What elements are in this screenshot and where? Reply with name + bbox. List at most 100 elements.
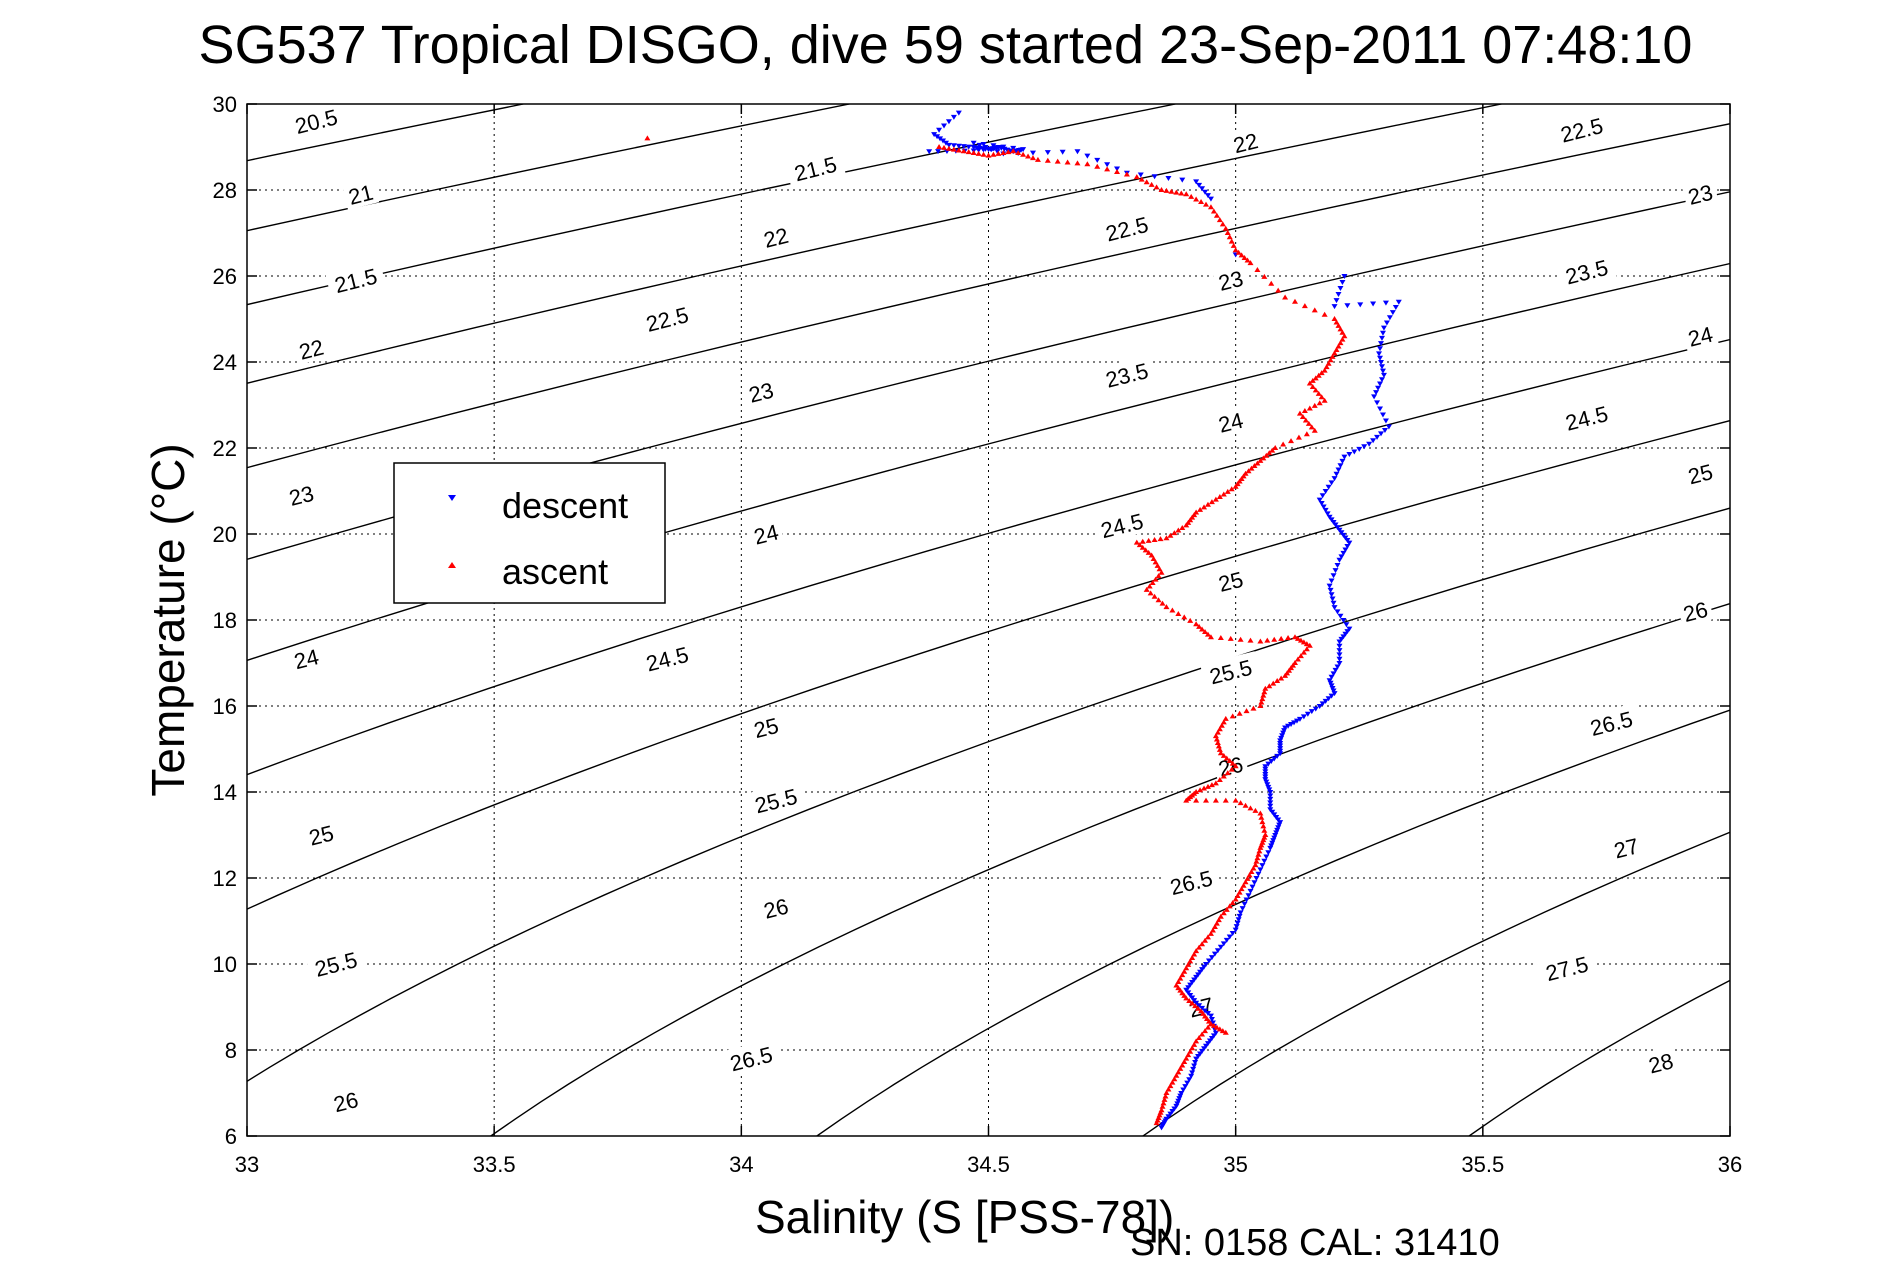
series-ascent-point [1148, 181, 1155, 187]
series-descent-point [1265, 850, 1272, 856]
contour-label-layer: 20.5 21 21.5 22 23 24 25 25.5 26 21.5 22 22.5 23 24 24… [282, 100, 1719, 1117]
series-descent-point [1236, 913, 1243, 919]
series-ascent-point [1207, 1021, 1214, 1027]
series-descent-point [1167, 1111, 1174, 1117]
series-descent-point [1175, 1098, 1182, 1104]
series-descent-point [1346, 452, 1353, 458]
series-ascent-point [1242, 802, 1249, 808]
series-ascent-point [1154, 1117, 1161, 1123]
series-ascent-point [1321, 367, 1328, 373]
series-ascent-point [1260, 823, 1267, 829]
series-descent-point [1341, 454, 1348, 460]
series-ascent-point [1311, 402, 1318, 408]
series-descent-point [1386, 315, 1393, 321]
y-tick-label: 14 [213, 780, 237, 805]
series-ascent-point [1139, 544, 1146, 550]
series-ascent-point [1291, 298, 1298, 304]
series-ascent-point [1204, 783, 1211, 789]
series-ascent-point [1321, 397, 1328, 403]
series-descent-point [1199, 1048, 1206, 1054]
series-ascent-point [1084, 161, 1091, 167]
isopycnal-label-bg [1226, 125, 1264, 159]
isopycnal-label-bg [1096, 208, 1157, 248]
series-descent-point [1199, 967, 1206, 973]
series-ascent-point [1250, 705, 1257, 711]
series-ascent-point [1237, 800, 1244, 806]
isopycnal-label-bg [1676, 593, 1714, 627]
series-ascent-point [1198, 199, 1205, 205]
series-descent-point [1337, 463, 1344, 469]
series-ascent-point [1187, 1048, 1194, 1054]
series-descent-point [1271, 812, 1278, 818]
series-descent-point [936, 127, 943, 133]
series-descent-point [1270, 838, 1277, 844]
series-ascent-point [1236, 889, 1243, 895]
series-ascent-point [1217, 913, 1224, 919]
y-tick-label: 26 [213, 264, 237, 289]
series-descent-point [1328, 674, 1335, 680]
series-descent-point [1212, 1030, 1219, 1036]
series-ascent-point [1302, 417, 1309, 423]
series-descent-point [942, 140, 949, 146]
series-descent-point [1380, 372, 1387, 378]
series-ascent-point [1020, 151, 1027, 157]
series-descent-point [1342, 547, 1349, 553]
isopycnal-label: 26.5 [728, 1042, 776, 1077]
series-ascent-point [1201, 504, 1208, 510]
series-ascent-point [1232, 763, 1239, 769]
series-ascent-point [1151, 593, 1158, 599]
y-tick-label: 12 [213, 866, 237, 891]
series-ascent-point [1232, 247, 1239, 253]
series-descent-point [1204, 1011, 1211, 1017]
series-descent-point [1207, 196, 1214, 202]
series-descent-point [1210, 1033, 1217, 1039]
series-ascent-point [1159, 600, 1166, 606]
series-ascent-point [1147, 590, 1154, 596]
series-descent-point [1206, 1038, 1213, 1044]
series-ascent-point [1237, 636, 1244, 642]
series-descent-point [1201, 964, 1208, 970]
isopycnal-label-bg [636, 298, 698, 338]
series-ascent-point [1220, 910, 1227, 916]
series-descent-point [1239, 906, 1246, 912]
series-ascent-point [1015, 150, 1022, 156]
series-ascent-point [1210, 1022, 1217, 1028]
series-descent-point [945, 142, 952, 148]
series-ascent-point [995, 150, 1002, 156]
series-ascent-point [1010, 148, 1017, 154]
series-ascent-point [1181, 1059, 1188, 1065]
series-descent-point [1271, 756, 1278, 762]
series-ascent-point [1299, 414, 1306, 420]
series-ascent-point [1178, 190, 1185, 196]
series-descent-point [1338, 636, 1345, 642]
series-descent-point [1277, 740, 1284, 746]
series-descent-point [1205, 958, 1212, 964]
series-ascent-point [955, 147, 962, 153]
series-descent-point [1277, 751, 1284, 757]
series-ascent-point [1248, 465, 1255, 471]
series-ascent-point [1133, 174, 1140, 180]
series-ascent-point [1159, 1103, 1166, 1109]
isopycnal-label-bg [305, 943, 367, 983]
series-ascent-point [1163, 604, 1170, 610]
series-ascent-point [1193, 621, 1200, 627]
series-descent-point [1186, 1077, 1193, 1083]
series-descent-point [1179, 177, 1186, 183]
series-descent-point [1288, 722, 1295, 728]
series-descent-point [1196, 182, 1203, 188]
series-descent-point [1253, 876, 1260, 881]
series-ascent-point [1155, 597, 1162, 603]
series-descent-point [1320, 504, 1327, 510]
chart-title: SG537 Tropical DISGO, dive 59 started 23… [198, 15, 1693, 75]
isopycnal-label-bg [1211, 404, 1250, 438]
series-ascent-point [1315, 372, 1322, 378]
series-descent-point [1381, 427, 1388, 433]
series-ascent-point [1216, 217, 1223, 223]
isopycnal-label: 25 [306, 820, 336, 850]
series-ascent-point [1149, 580, 1156, 586]
isopycnal-label: 26 [761, 893, 791, 923]
series-descent-point [1376, 351, 1383, 357]
isopycnal-label-bg [1556, 397, 1617, 437]
isopycnal-label-bg [1211, 563, 1250, 597]
series-ascent-point [1250, 865, 1257, 871]
